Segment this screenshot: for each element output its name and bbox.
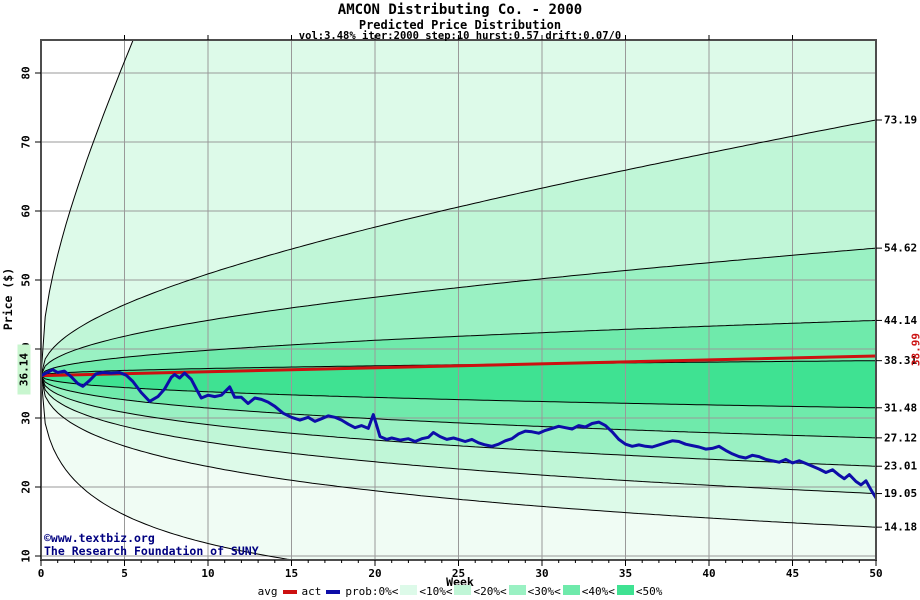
legend-avg-line-swatch xyxy=(282,589,297,594)
legend-probability-scale: prob:0%< <10%< <20%< <30%< <40%< <50% xyxy=(345,585,662,598)
x-tick-label: 40 xyxy=(702,567,715,580)
actual-price-line xyxy=(41,368,876,500)
y-tick-label: 80 xyxy=(20,66,33,79)
avg-price-line xyxy=(41,354,876,378)
percentile-boundary-line xyxy=(41,247,876,376)
axis-ticks xyxy=(35,35,882,566)
y-tick-label: 70 xyxy=(20,135,33,148)
percentile-boundary-line xyxy=(41,119,876,376)
legend-prob-label: <20%< xyxy=(473,585,507,598)
legend-prob-swatch xyxy=(508,585,526,595)
x-tick-label: 35 xyxy=(619,567,632,580)
legend-prob-label: prob:0%< xyxy=(345,585,399,598)
percentile-boundary-lines xyxy=(41,40,876,560)
y-tick-label: 60 xyxy=(20,204,33,217)
right-percentile-label: 23.01 xyxy=(884,460,917,473)
percentile-boundary-line xyxy=(41,375,876,409)
x-tick-label: 15 xyxy=(285,567,298,580)
probability-band xyxy=(41,375,876,528)
legend-prob-label: <10%< xyxy=(419,585,453,598)
grid xyxy=(41,40,876,560)
percentile-boundary-line xyxy=(41,375,296,560)
legend-avg-label: avg xyxy=(257,585,278,598)
simulation-parameters: vol:3.48% iter:2000 step:10 hurst:0.57 d… xyxy=(298,30,622,42)
probability-band xyxy=(41,375,876,494)
percentile-boundary-line xyxy=(41,375,876,439)
x-tick-label: 5 xyxy=(121,567,128,580)
x-tick-label: 0 xyxy=(38,567,45,580)
legend-prob-swatch xyxy=(616,585,634,595)
chart-subtitle: Predicted Price Distribution xyxy=(358,18,562,32)
legend-prob-swatch xyxy=(562,585,580,595)
right-percentile-label: 54.62 xyxy=(884,242,917,255)
legend-prob-label: <40%< xyxy=(581,585,615,598)
legend-prob-label: <30%< xyxy=(527,585,561,598)
legend-prob-label: <50% xyxy=(635,585,663,598)
start-price-label: 36.14 xyxy=(17,344,31,395)
x-tick-label: 25 xyxy=(452,567,465,580)
legend-prob-swatch xyxy=(400,585,418,595)
right-percentile-label: 44.14 xyxy=(884,314,917,327)
legend-act-label: act xyxy=(301,585,322,598)
copyright-url: ©www.textbiz.org xyxy=(44,531,155,545)
x-tick-label: 45 xyxy=(786,567,799,580)
probability-band xyxy=(41,40,876,376)
x-tick-label: 30 xyxy=(535,567,548,580)
right-percentile-label: 38.31 xyxy=(884,354,917,367)
right-percentile-label: 27.12 xyxy=(884,431,917,444)
legend: avg act prob:0%< <10%< <20%< <30%< <40%< <50% xyxy=(0,585,920,598)
x-tick-label: 50 xyxy=(869,567,882,580)
chart-title: AMCON Distributing Co. - 2000 xyxy=(337,2,583,18)
legend-prob-swatch xyxy=(454,585,472,595)
percentile-boundary-line xyxy=(41,375,876,467)
right-percentile-label: 31.48 xyxy=(884,401,917,414)
y-tick-label: 20 xyxy=(20,480,33,493)
axis-tick-labels: 05101520253035404550102030405060708073.1… xyxy=(20,66,918,580)
y-tick-label: 10 xyxy=(20,549,33,562)
copyright-org: The Research Foundation of SUNY xyxy=(44,544,259,558)
y-tick-label: 50 xyxy=(20,273,33,286)
y-axis-label: Price ($) xyxy=(1,267,15,331)
right-percentile-label: 19.05 xyxy=(884,487,917,500)
x-tick-label: 10 xyxy=(201,567,214,580)
percentile-boundary-line xyxy=(41,375,876,528)
right-percentile-label: 14.18 xyxy=(884,521,917,534)
probability-band xyxy=(41,375,876,560)
percentile-boundary-line xyxy=(41,375,876,495)
y-tick-label: 30 xyxy=(20,411,33,424)
right-percentile-label: 73.19 xyxy=(884,113,917,126)
avg-end-price-label: 38.99 xyxy=(909,332,920,367)
x-tick-label: 20 xyxy=(368,567,381,580)
legend-act-line-swatch xyxy=(326,589,341,594)
percentile-boundary-line xyxy=(41,319,876,376)
